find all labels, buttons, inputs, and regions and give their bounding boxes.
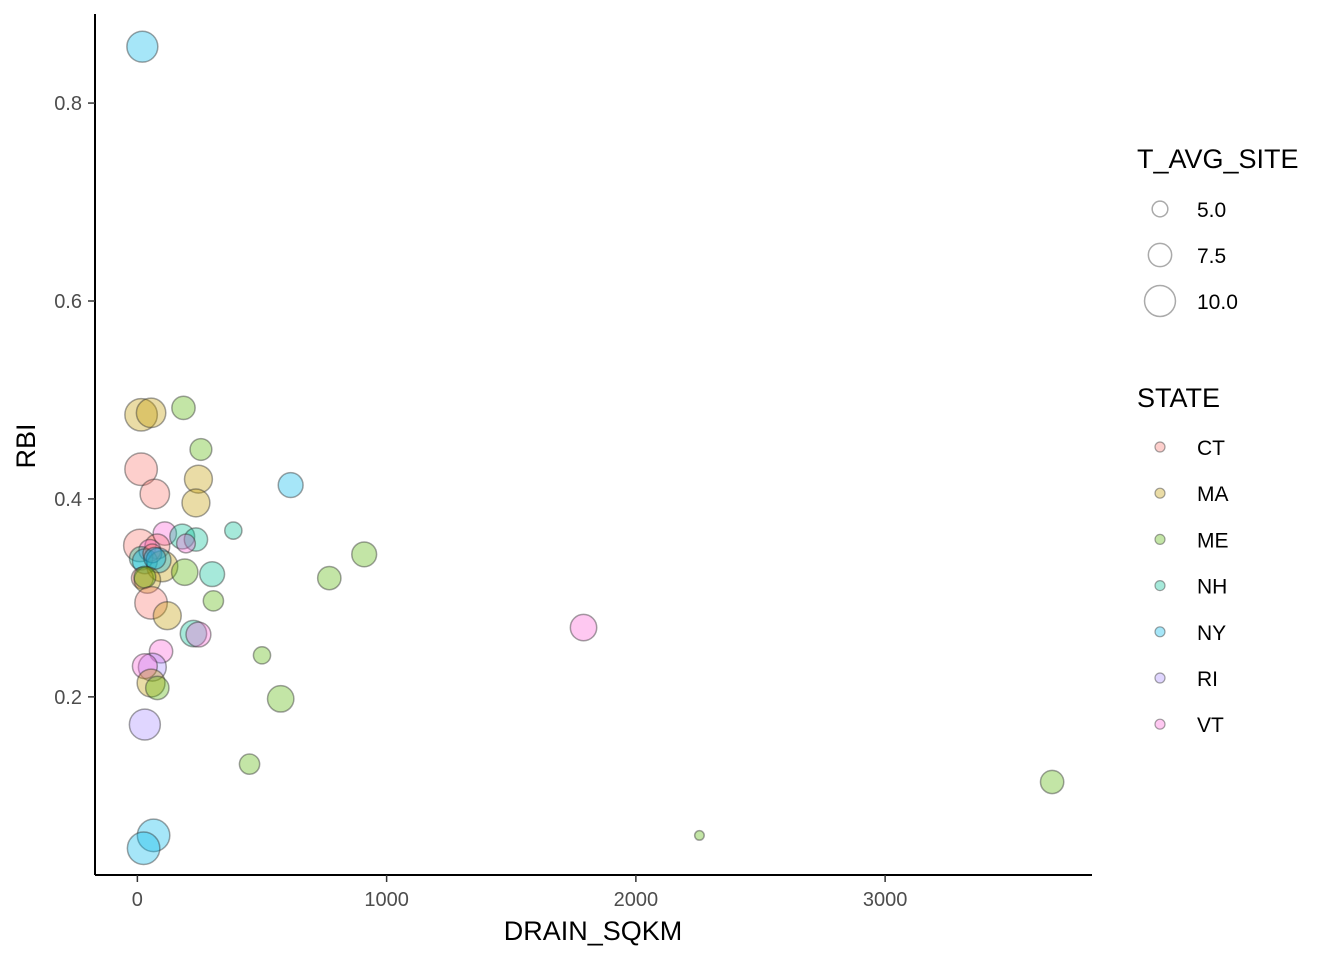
x-axis-title: DRAIN_SQKM (504, 916, 683, 946)
data-point (142, 543, 163, 564)
data-point (198, 560, 226, 588)
data-point (202, 589, 225, 612)
data-point (122, 528, 157, 563)
color-legend-label: MA (1197, 483, 1229, 506)
color-legend-label: VT (1197, 714, 1224, 737)
data-point (185, 621, 212, 648)
data-point (144, 675, 170, 701)
size-legend-label: 10.0 (1197, 291, 1238, 314)
data-point (252, 645, 272, 665)
data-point (143, 546, 167, 570)
points-layer (122, 30, 1065, 866)
data-point (139, 478, 171, 510)
data-point (693, 829, 705, 841)
data-point (126, 831, 161, 866)
data-point (189, 437, 213, 462)
data-point (266, 684, 295, 713)
size-legend: T_AVG_SITE 5.0 7.5 10.0 (1137, 144, 1299, 318)
color-legend-key (1154, 579, 1166, 592)
size-legend-title: T_AVG_SITE (1137, 144, 1299, 174)
x-tick-label: 0 (132, 889, 143, 911)
color-legend-key (1154, 487, 1166, 499)
data-point (183, 527, 209, 552)
size-legend-key (1151, 200, 1169, 218)
color-legend-label: ME (1197, 529, 1229, 552)
y-ticks: 0.2 0.4 0.6 0.8 (54, 93, 95, 709)
data-point (152, 601, 182, 631)
data-point (1039, 769, 1065, 795)
data-point (124, 452, 159, 487)
data-point (138, 538, 162, 563)
color-legend-label: NY (1197, 622, 1226, 645)
color-legend-key (1154, 626, 1166, 638)
y-tick-label: 0.2 (54, 687, 82, 709)
color-legend: STATE CT MA ME NH NY RI VT (1137, 383, 1229, 737)
data-point (152, 521, 178, 546)
data-point (169, 523, 196, 550)
data-point (136, 818, 171, 853)
color-legend-label: NH (1197, 576, 1227, 599)
data-point (126, 30, 159, 63)
data-point (144, 533, 171, 560)
color-legend-title: STATE (1137, 383, 1220, 413)
size-legend-key (1143, 284, 1177, 318)
data-point (131, 548, 159, 575)
data-point (277, 471, 304, 499)
data-point (179, 619, 208, 648)
x-tick-label: 2000 (614, 889, 659, 911)
size-legend-label: 7.5 (1197, 245, 1226, 268)
color-legend-label: CT (1197, 437, 1225, 460)
data-point (131, 653, 159, 680)
data-point (170, 558, 199, 587)
data-point (183, 464, 214, 494)
color-legend-label: RI (1197, 668, 1218, 691)
data-point (135, 397, 167, 429)
data-point (136, 668, 166, 698)
data-point (134, 585, 169, 620)
axes: 0 1000 2000 3000 0.2 0.4 0.6 0.8 (54, 14, 1092, 911)
size-legend-key (1147, 242, 1173, 268)
data-point (175, 533, 197, 554)
color-legend-key (1154, 533, 1166, 546)
data-point (148, 638, 174, 664)
data-point (569, 613, 598, 642)
data-point (316, 565, 342, 591)
x-tick-label: 3000 (863, 889, 908, 911)
data-point (133, 565, 157, 589)
data-point (181, 488, 211, 518)
data-point (238, 753, 261, 776)
data-point (128, 708, 162, 741)
size-legend-label: 5.0 (1197, 199, 1226, 222)
y-axis-title: RBI (11, 423, 41, 468)
color-legend-key (1154, 718, 1166, 730)
color-legend-key (1154, 441, 1166, 453)
data-point (124, 397, 159, 432)
data-point (146, 550, 179, 583)
y-tick-label: 0.6 (54, 291, 82, 313)
data-point (171, 395, 196, 421)
data-point (223, 521, 243, 540)
data-point (130, 566, 154, 590)
data-point (137, 652, 168, 682)
data-point (145, 547, 172, 574)
y-tick-label: 0.8 (54, 93, 82, 115)
color-legend-key (1154, 672, 1166, 684)
x-tick-label: 1000 (364, 889, 409, 911)
data-point (133, 566, 162, 595)
x-ticks: 0 1000 2000 3000 (132, 875, 908, 911)
y-tick-label: 0.4 (54, 489, 82, 511)
data-point (351, 541, 378, 568)
data-point (128, 545, 154, 571)
